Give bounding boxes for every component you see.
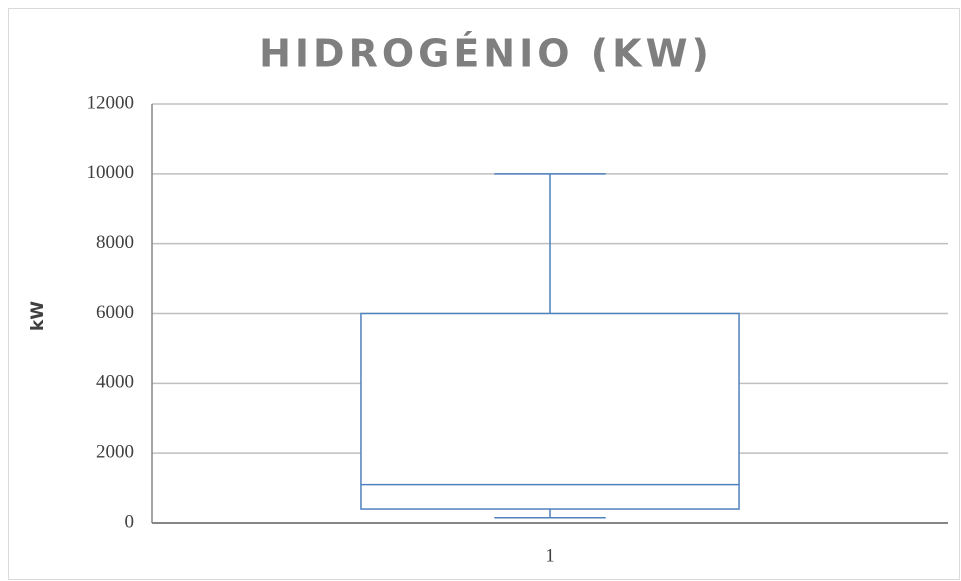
y-tick-label: 2000 bbox=[96, 442, 134, 463]
y-tick-label: 4000 bbox=[96, 372, 134, 393]
y-axis-label: kW bbox=[28, 301, 48, 331]
chart-title: HIDROGÉNIO (KW) bbox=[259, 32, 713, 76]
x-tick-label: 1 bbox=[545, 545, 555, 566]
y-tick-label: 0 bbox=[125, 511, 135, 532]
y-tick-label: 6000 bbox=[96, 302, 134, 323]
y-tick-label: 8000 bbox=[96, 232, 134, 253]
y-tick-label: 10000 bbox=[87, 162, 135, 183]
y-tick-label: 12000 bbox=[87, 92, 135, 113]
box bbox=[360, 312, 740, 510]
